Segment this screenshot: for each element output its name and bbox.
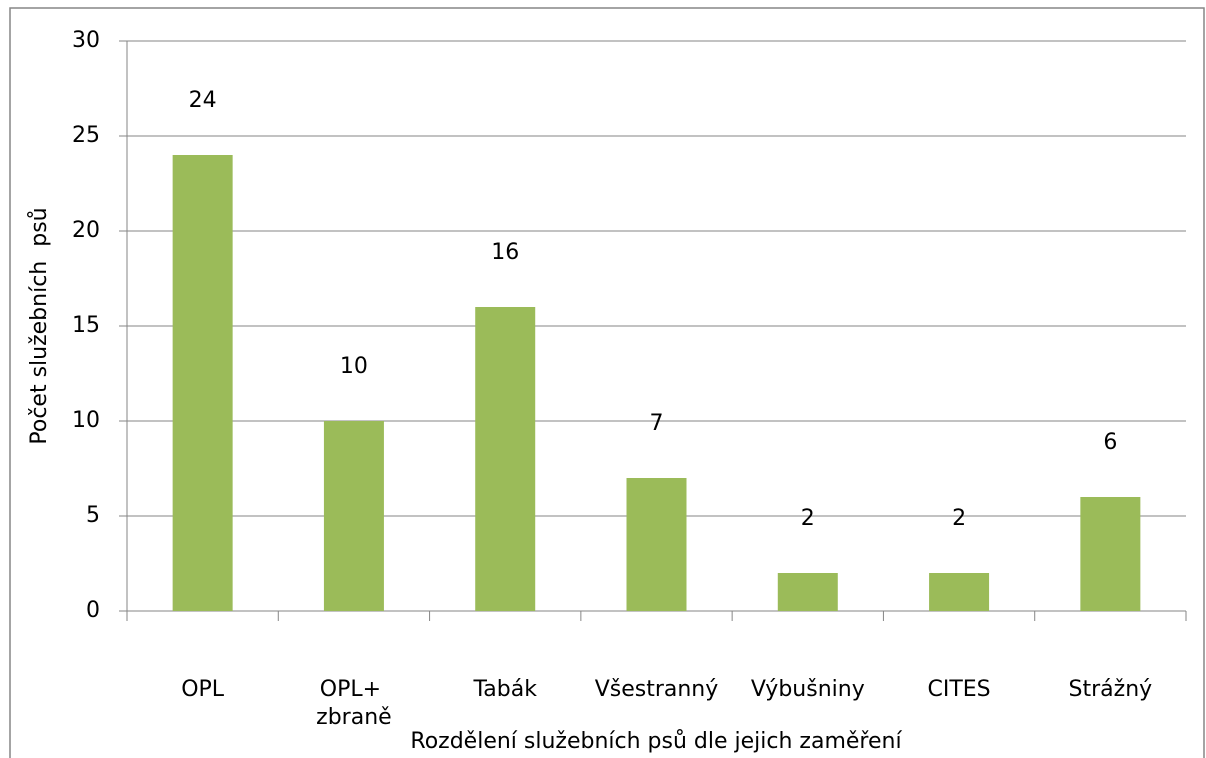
data-label: 7 (650, 411, 664, 436)
x-tick-label: CITES (927, 677, 990, 702)
y-tick-label: 15 (72, 313, 100, 338)
x-tick-label: Strážný (1069, 677, 1153, 702)
bar (1080, 497, 1141, 611)
y-tick-label: 20 (72, 218, 100, 243)
y-axis-title: Počet služebních psů (27, 207, 52, 444)
x-tick-label: Všestranný (595, 677, 719, 702)
data-label: 6 (1103, 430, 1117, 455)
y-tick-label: 0 (86, 598, 100, 623)
data-label: 16 (491, 240, 519, 265)
bar (626, 478, 687, 611)
chart-frame (9, 7, 1205, 758)
bar (929, 573, 990, 611)
y-tick-label: 30 (72, 28, 100, 53)
data-label: 2 (801, 506, 815, 531)
y-tick-label: 10 (72, 408, 100, 433)
bar (475, 307, 536, 611)
x-tick-label: OPL+ zbraně (316, 677, 392, 730)
bar (172, 155, 233, 611)
data-label: 24 (189, 88, 217, 113)
data-label: 10 (340, 354, 368, 379)
x-tick-label: Tabák (472, 677, 537, 702)
y-tick-label: 25 (72, 123, 100, 148)
x-tick-label: OPL (181, 677, 225, 702)
x-tick-label: Výbušniny (751, 677, 865, 702)
y-tick-label: 5 (86, 503, 100, 528)
data-label: 2 (952, 506, 966, 531)
x-axis-title: Rozdělení služebních psů dle jejich zamě… (410, 729, 902, 754)
bar (323, 421, 384, 611)
bar (777, 573, 838, 611)
